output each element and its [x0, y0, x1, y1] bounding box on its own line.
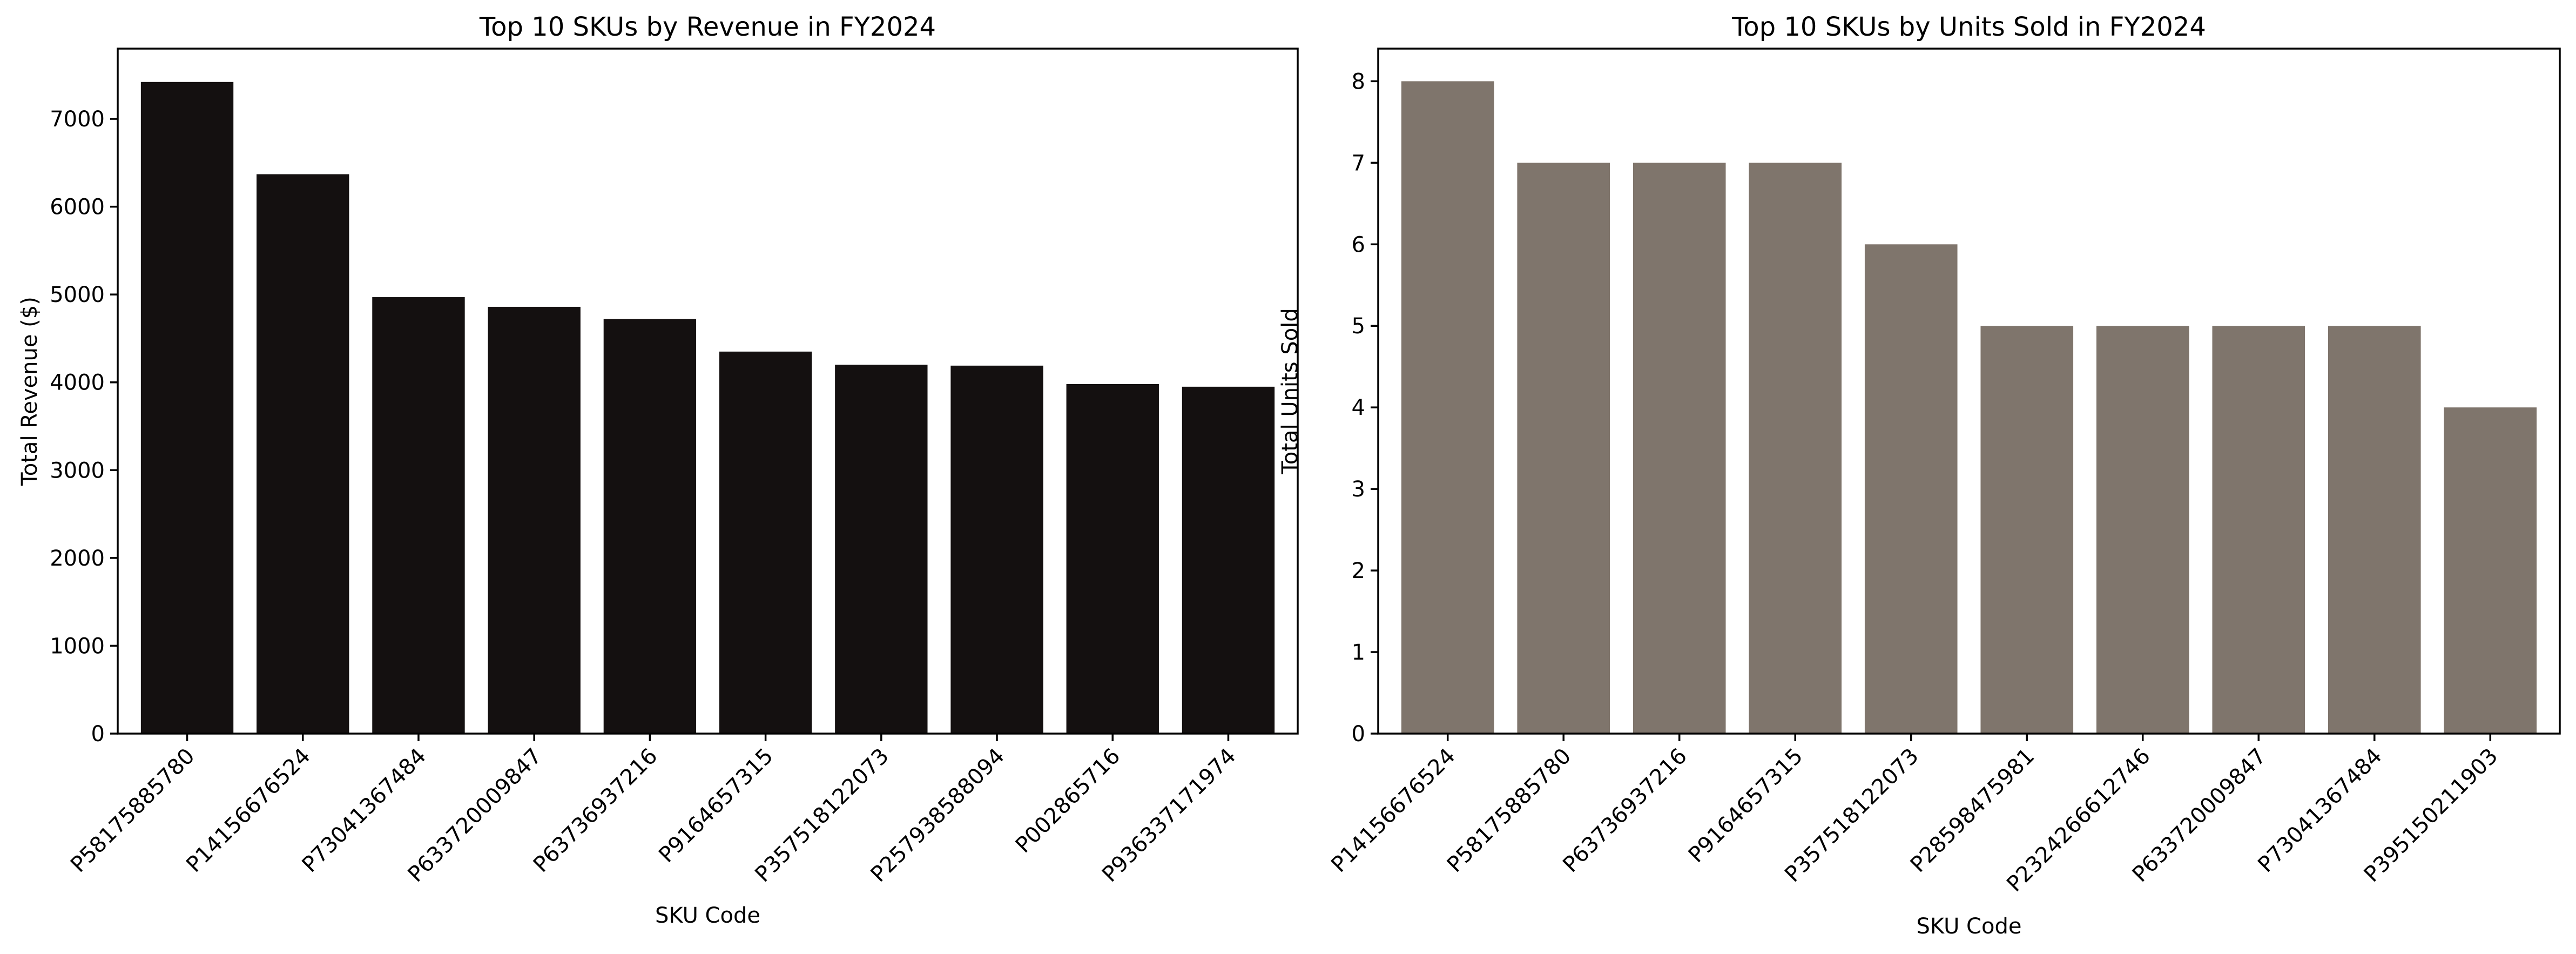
x-tick-label: P14156676524 — [181, 744, 315, 878]
bar-P63736937216 — [603, 319, 697, 734]
chart-title: Top 10 SKUs by Units Sold in FY2024 — [1731, 12, 2206, 42]
bar-P28598475981 — [1980, 326, 2074, 734]
x-tick-label: P9164657315 — [654, 744, 778, 868]
x-axis-label: SKU Code — [655, 903, 760, 928]
chart-panel-2: 0 1 2 3 4 5 6 7 8 P14156676524P58175885780P637369… — [1278, 12, 2561, 939]
y-tick-label: 7000 — [50, 107, 105, 132]
bar-P63736937216 — [1633, 163, 1726, 734]
bar-P002865716 — [1066, 384, 1159, 734]
bar-P395150211903 — [2444, 407, 2537, 734]
bar-P357518122073 — [1864, 244, 1958, 734]
chart-title: Top 10 SKUs by Revenue in FY2024 — [479, 12, 936, 42]
x-tick-label: P63736937216 — [1558, 744, 1692, 878]
y-tick-label: 3000 — [50, 458, 105, 483]
y-tick-label: 5000 — [50, 283, 105, 307]
x-tick-label: P28598475981 — [1906, 744, 2040, 878]
bar-P9164657315 — [719, 351, 812, 734]
x-tick-label: P002865716 — [1011, 744, 1125, 858]
y-tick-label: 0 — [91, 722, 105, 747]
bar-P14156676524 — [257, 174, 349, 734]
y-tick-label: 6 — [1352, 232, 1365, 257]
chart-panel-1: 0 1000 2000 3000 4000 5000 6000 7000 P5817588578… — [17, 12, 1299, 928]
y-tick-label: 2000 — [50, 546, 105, 571]
y-tick-label: 1000 — [50, 634, 105, 659]
y-tick-label: 4000 — [50, 371, 105, 395]
x-tick-label: P58175885780 — [1442, 744, 1576, 878]
x-tick-label: P58175885780 — [66, 744, 200, 878]
bar-P73041367484 — [2328, 326, 2421, 734]
plot-frame — [117, 48, 1299, 735]
bar-P9164657315 — [1749, 163, 1842, 734]
x-axis-label: SKU Code — [1917, 914, 2022, 939]
y-tick-label: 0 — [1352, 722, 1365, 747]
bar-P633720009847 — [2212, 326, 2305, 734]
bar-P257938588094 — [950, 365, 1043, 734]
y-axis-label: Total Revenue ($) — [17, 297, 42, 486]
bar-P2324266612746 — [2096, 326, 2189, 734]
plot-frame — [1377, 48, 2561, 735]
x-tick-label: P73041367484 — [2253, 744, 2387, 878]
bar-P73041367484 — [372, 297, 465, 734]
x-tick-label: P73041367484 — [298, 744, 431, 878]
bar-P58175885780 — [140, 82, 234, 734]
x-tick-label: P14156676524 — [1326, 744, 1460, 878]
x-tick-label: P9164657315 — [1684, 744, 1808, 868]
y-tick-label: 4 — [1352, 395, 1365, 420]
y-tick-label: 3 — [1352, 477, 1365, 502]
y-tick-label: 7 — [1352, 151, 1365, 176]
y-tick-label: 2 — [1352, 559, 1365, 583]
bar-P357518122073 — [835, 365, 928, 734]
x-tick-label: P63736937216 — [529, 744, 663, 878]
bar-P14156676524 — [1401, 81, 1494, 734]
bar-P633720009847 — [488, 306, 581, 734]
y-tick-label: 5 — [1352, 314, 1365, 339]
bar-P936337171974 — [1182, 386, 1275, 734]
y-axis-label: Total Units Sold — [1278, 308, 1303, 474]
y-tick-label: 6000 — [50, 195, 105, 220]
bar-P58175885780 — [1517, 163, 1610, 734]
y-tick-label: 8 — [1352, 69, 1365, 94]
y-tick-label: 1 — [1352, 640, 1365, 665]
